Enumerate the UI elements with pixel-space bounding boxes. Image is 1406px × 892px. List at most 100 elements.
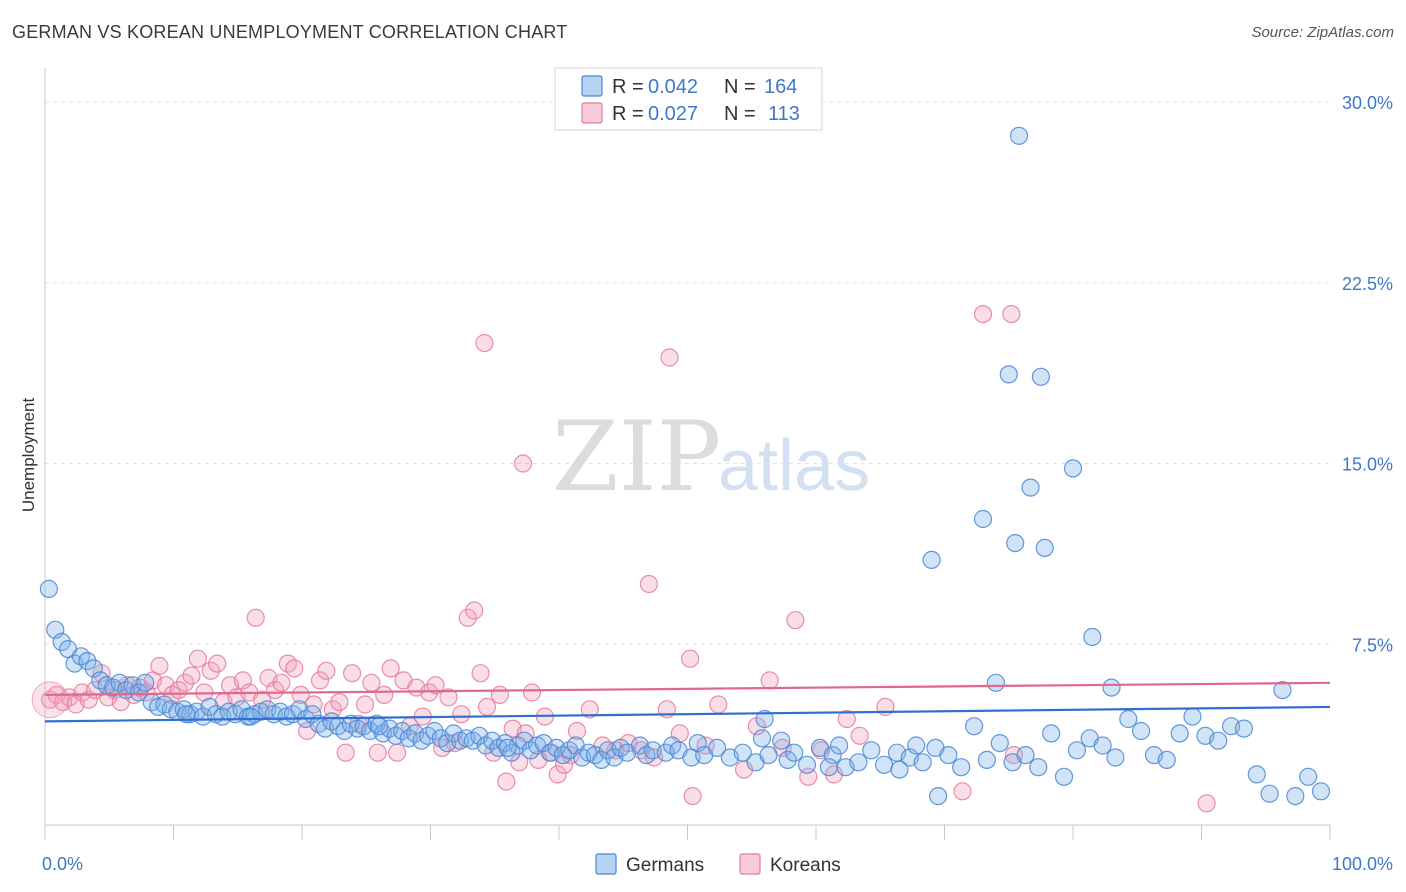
german-point-156 bbox=[755, 709, 774, 729]
legend-n-label-koreans: N = bbox=[724, 103, 756, 125]
german-point-122 bbox=[939, 745, 958, 765]
german-point-143 bbox=[1209, 731, 1228, 750]
german-point-102 bbox=[733, 743, 752, 762]
korean-point-70 bbox=[490, 685, 509, 705]
korean-point-98 bbox=[786, 611, 805, 630]
german-point-163 bbox=[1021, 478, 1040, 497]
german-point-164 bbox=[1035, 538, 1054, 558]
source-credit: Source: ZipAtlas.com bbox=[1251, 24, 1394, 41]
german-point-15 bbox=[136, 673, 155, 692]
korean-point-62 bbox=[439, 688, 458, 707]
korean-point-67 bbox=[471, 664, 490, 683]
korean-point-53 bbox=[381, 659, 400, 678]
watermark-atlas: atlas bbox=[718, 426, 870, 506]
german-point-6 bbox=[78, 651, 97, 671]
german-point-147 bbox=[1260, 784, 1279, 803]
german-point-104 bbox=[752, 729, 772, 748]
german-point-166 bbox=[999, 365, 1018, 384]
german-point-151 bbox=[1311, 782, 1331, 801]
german-point-167 bbox=[1031, 367, 1051, 386]
korean-point-43 bbox=[317, 661, 336, 680]
korean-point-108 bbox=[475, 334, 494, 353]
korean-point-25 bbox=[201, 661, 220, 680]
german-point-170 bbox=[928, 786, 948, 806]
korean-point-66 bbox=[465, 601, 484, 620]
korean-point-65 bbox=[458, 608, 477, 627]
german-point-115 bbox=[862, 741, 881, 760]
german-point-107 bbox=[778, 750, 797, 770]
german-point-106 bbox=[772, 731, 791, 750]
korean-point-103 bbox=[850, 726, 869, 745]
german-point-140 bbox=[1170, 724, 1189, 743]
german-point-130 bbox=[1042, 724, 1061, 743]
german-point-109 bbox=[797, 755, 817, 774]
german-point-134 bbox=[1093, 736, 1112, 755]
x-tick-labels: 0.0% 100.0% bbox=[42, 854, 1393, 874]
korean-cluster-point bbox=[31, 681, 69, 719]
y-tick-label-2: 22.5% bbox=[1342, 274, 1393, 294]
german-point-119 bbox=[907, 736, 926, 755]
german-point-131 bbox=[1054, 767, 1074, 786]
korean-point-113 bbox=[973, 305, 993, 324]
korean-point-96 bbox=[760, 671, 779, 690]
german-point-136 bbox=[1119, 709, 1138, 729]
korean-point-54 bbox=[388, 743, 407, 762]
korean-point-75 bbox=[522, 683, 542, 702]
legend-n-value-germans: 164 bbox=[764, 76, 797, 98]
korean-point-83 bbox=[580, 700, 599, 719]
german-point-146 bbox=[1247, 765, 1266, 784]
series-germans bbox=[39, 126, 1331, 806]
german-point-132 bbox=[1067, 741, 1087, 760]
german-point-168 bbox=[1009, 126, 1029, 145]
korean-point-23 bbox=[188, 649, 207, 668]
german-point-161 bbox=[973, 509, 993, 529]
korean-point-59 bbox=[420, 683, 439, 702]
korean-point-17 bbox=[150, 656, 169, 676]
korean-point-64 bbox=[452, 705, 471, 724]
german-point-14 bbox=[129, 683, 148, 702]
y-tick-label-1: 15.0% bbox=[1342, 455, 1393, 475]
korean-point-21 bbox=[176, 673, 195, 692]
watermark-zip: ZIP bbox=[552, 401, 721, 513]
korean-point-71 bbox=[497, 772, 516, 791]
korean-point-41 bbox=[304, 695, 323, 714]
german-point-149 bbox=[1286, 786, 1305, 806]
german-point-25 bbox=[200, 697, 219, 717]
korean-point-52 bbox=[375, 685, 394, 705]
korean-point-111 bbox=[639, 574, 659, 594]
korean-point-114 bbox=[1002, 305, 1021, 324]
german-point-139 bbox=[1157, 750, 1176, 770]
korean-point-32 bbox=[246, 608, 265, 627]
legend-n-value-koreans: 113 bbox=[768, 103, 800, 125]
korean-point-91 bbox=[683, 786, 702, 806]
german-point-108 bbox=[785, 743, 804, 762]
german-point-171 bbox=[819, 758, 839, 777]
korean-point-107 bbox=[1197, 794, 1216, 813]
german-point-112 bbox=[829, 736, 849, 755]
german-point-0 bbox=[39, 579, 59, 599]
legend: R = 0.042 N = 164 R = 0.027 N = 113 bbox=[554, 67, 823, 131]
german-point-2 bbox=[52, 632, 71, 652]
korean-point-26 bbox=[208, 654, 227, 673]
german-point-120 bbox=[913, 753, 932, 772]
german-point-105 bbox=[759, 745, 778, 765]
y-axis-label: Unemployment bbox=[19, 398, 38, 513]
german-point-165 bbox=[1063, 459, 1083, 478]
series-legend-label-koreans: Koreans bbox=[770, 855, 841, 876]
y-tick-label-0: 7.5% bbox=[1352, 635, 1393, 655]
korean-point-105 bbox=[953, 782, 972, 801]
german-point-159 bbox=[1083, 627, 1102, 647]
korean-point-79 bbox=[548, 765, 567, 784]
korean-point-22 bbox=[182, 666, 201, 685]
german-point-124 bbox=[964, 717, 984, 736]
y-tick-labels: 7.5% 15.0% 22.5% 30.0% bbox=[1342, 93, 1393, 655]
german-trend-line bbox=[44, 705, 1331, 723]
german-point-169 bbox=[1102, 678, 1121, 697]
german-point-160 bbox=[922, 550, 941, 570]
series-legend-label-germans: Germans bbox=[626, 855, 704, 876]
series-legend-swatch-koreans bbox=[739, 853, 761, 875]
trend-lines bbox=[44, 681, 1331, 723]
german-point-148 bbox=[1273, 680, 1292, 700]
watermark: ZIP atlas bbox=[552, 401, 870, 513]
